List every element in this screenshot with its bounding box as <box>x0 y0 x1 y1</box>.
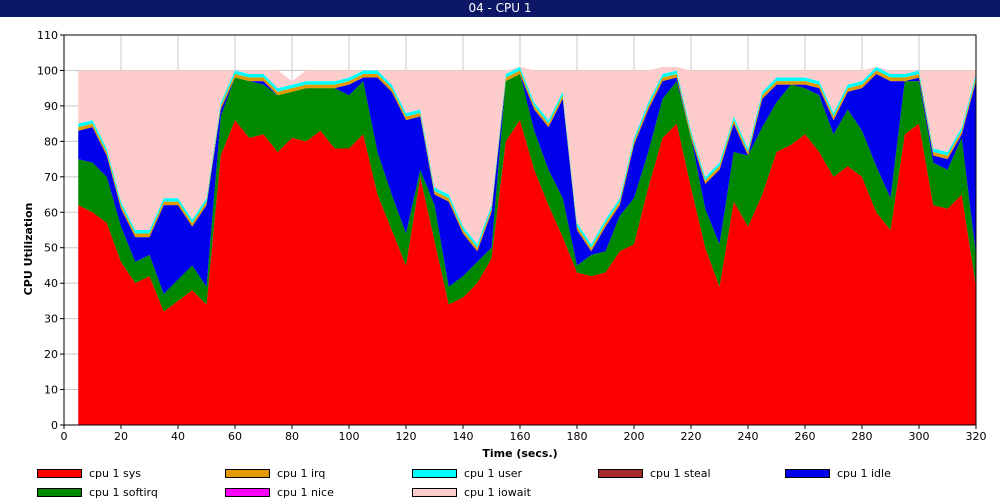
legend-label: cpu 1 steal <box>650 467 711 480</box>
y-tick-label: 40 <box>44 277 58 290</box>
legend-label: cpu 1 user <box>464 467 522 480</box>
x-tick-label: 160 <box>510 430 531 443</box>
legend-swatch <box>225 488 270 497</box>
x-axis-label: Time (secs.) <box>482 447 557 460</box>
cpu-utilization-chart: 0 20 40 60 80 100 120 140 160 180 200 220 240 260 280 3… <box>22 29 987 460</box>
legend-label: cpu 1 sys <box>89 467 141 480</box>
y-tick-label: 60 <box>44 206 58 219</box>
y-tick-label: 70 <box>44 171 58 184</box>
y-tick-label: 0 <box>51 419 58 432</box>
y-tick-label: 50 <box>44 242 58 255</box>
x-tick-label: 100 <box>339 430 360 443</box>
area-cpu-1-iowait <box>78 66 976 245</box>
legend-swatch <box>225 469 270 478</box>
legend-label: cpu 1 irq <box>277 467 326 480</box>
y-tick-label: 10 <box>44 384 58 397</box>
y-axis-label: CPU Utilization <box>22 203 35 296</box>
legend-swatch <box>598 469 643 478</box>
x-tick-label: 240 <box>738 430 759 443</box>
area-cpu-1-sys <box>78 120 976 425</box>
x-tick-label: 80 <box>285 430 299 443</box>
y-tick-label: 100 <box>37 64 58 77</box>
area-cpu-1-softirq <box>78 74 976 312</box>
y-tick-label: 30 <box>44 313 58 326</box>
legend-label: cpu 1 nice <box>277 486 334 499</box>
x-tick-label: 0 <box>61 430 68 443</box>
legend-swatch <box>37 469 82 478</box>
y-tick-label: 80 <box>44 135 58 148</box>
x-tick-label: 120 <box>396 430 417 443</box>
legend-swatch <box>412 488 457 497</box>
chart-axes: 0 20 40 60 80 100 120 140 160 180 200 220 240 260 280 3… <box>37 29 987 443</box>
x-tick-label: 300 <box>909 430 930 443</box>
x-tick-label: 40 <box>171 430 185 443</box>
legend-swatch <box>785 469 830 478</box>
legend-swatch <box>412 469 457 478</box>
window-title: 04 - CPU 1 <box>468 1 532 15</box>
x-tick-label: 200 <box>624 430 645 443</box>
x-tick-label: 180 <box>567 430 588 443</box>
x-tick-label: 220 <box>681 430 702 443</box>
legend-label: cpu 1 iowait <box>464 486 531 499</box>
x-tick-label: 320 <box>966 430 987 443</box>
x-tick-label: 260 <box>795 430 816 443</box>
y-tick-label: 110 <box>37 29 58 42</box>
legend-label: cpu 1 idle <box>837 467 891 480</box>
legend-label: cpu 1 softirq <box>89 486 158 499</box>
y-tick-label: 20 <box>44 348 58 361</box>
area-cpu-1-idle <box>78 74 976 294</box>
legend-swatch <box>37 488 82 497</box>
x-tick-label: 140 <box>453 430 474 443</box>
chart-areas <box>78 66 976 425</box>
y-tick-label: 90 <box>44 100 58 113</box>
window-title-bar: 04 - CPU 1 <box>0 0 1000 17</box>
x-tick-label: 60 <box>228 430 242 443</box>
x-tick-label: 280 <box>852 430 873 443</box>
x-tick-label: 20 <box>114 430 128 443</box>
